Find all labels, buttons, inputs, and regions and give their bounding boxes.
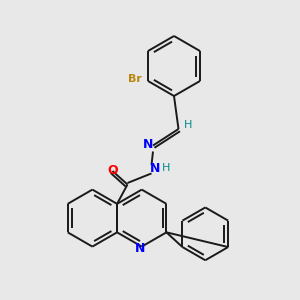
Text: Br: Br: [128, 74, 142, 85]
Text: O: O: [107, 164, 118, 178]
Text: H: H: [162, 163, 170, 173]
Text: N: N: [135, 242, 146, 255]
Text: N: N: [143, 137, 154, 151]
Text: N: N: [150, 161, 160, 175]
Text: H: H: [184, 119, 192, 130]
